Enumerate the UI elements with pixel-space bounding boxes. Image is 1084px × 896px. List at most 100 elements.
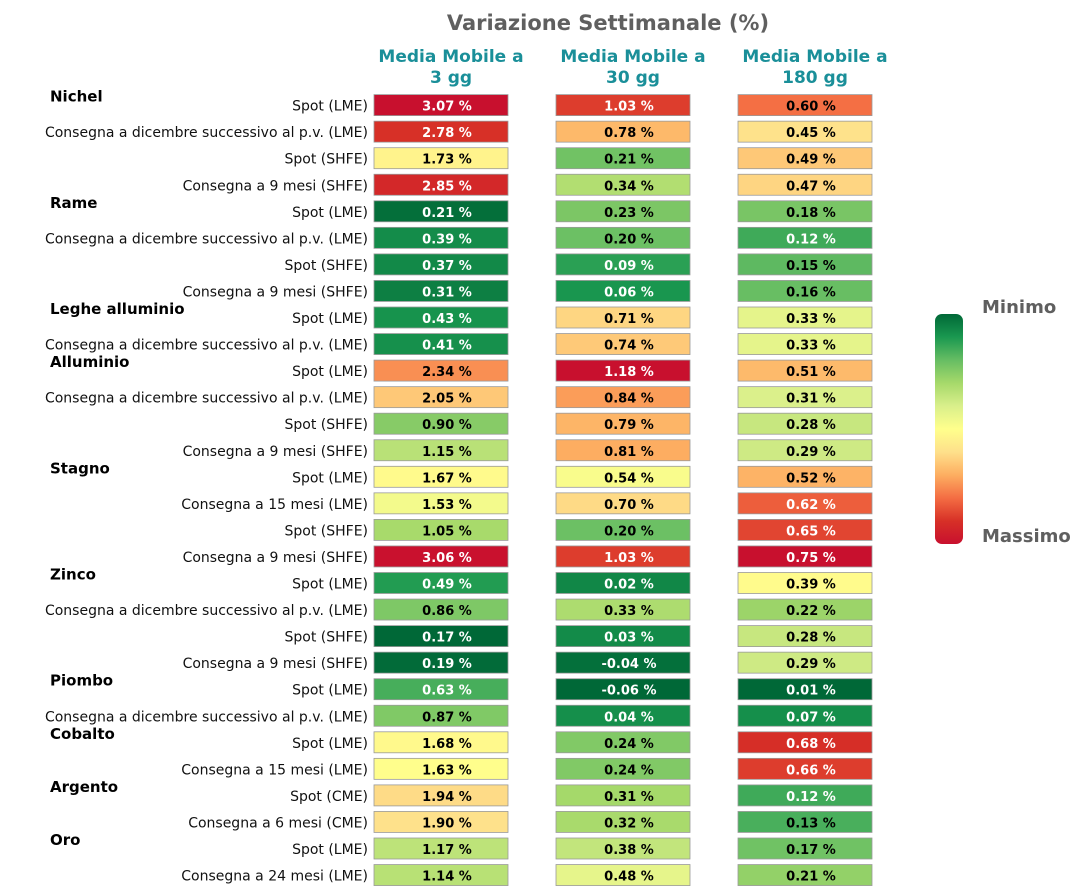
heatmap-cell — [373, 757, 509, 780]
heatmap-cell — [737, 94, 873, 116]
cell-value-label: 0.33 % — [604, 604, 654, 619]
row-label: Spot (LME) — [292, 577, 368, 593]
cell-value-label: 0.21 % — [604, 153, 654, 168]
cell-value-label: 0.49 % — [786, 153, 836, 168]
heatmap-cell — [555, 545, 691, 568]
heatmap-cell — [373, 306, 509, 329]
cell-value-label: 0.04 % — [604, 710, 654, 725]
cell-value-label: 3.07 % — [422, 100, 472, 115]
heatmap-cell — [373, 598, 509, 621]
cell-value-label: 1.18 % — [604, 365, 654, 380]
heatmap-cell — [737, 519, 873, 541]
cell-value-label: 0.28 % — [786, 418, 836, 433]
heatmap-cell — [373, 519, 509, 541]
heatmap-cell — [555, 94, 691, 116]
heatmap-cell — [737, 837, 873, 860]
cell-value-label: 1.05 % — [422, 524, 472, 539]
cell-value-label: 0.68 % — [786, 737, 836, 752]
heatmap-cell — [737, 598, 873, 621]
cell-value-label: 1.90 % — [422, 816, 472, 831]
row-label: Spot (LME) — [292, 311, 368, 327]
group-label: Nichel — [50, 88, 103, 106]
heatmap-cell — [373, 704, 509, 727]
heatmap-cell — [737, 465, 873, 488]
row-label: Consegna a 9 mesi (SHFE) — [183, 444, 368, 460]
heatmap-cell — [555, 412, 691, 435]
cell-value-label: 0.01 % — [786, 684, 836, 699]
cell-value-label: 0.90 % — [422, 418, 472, 433]
heatmap-cell — [555, 306, 691, 329]
heatmap-cell — [555, 147, 691, 170]
cell-value-label: 3.06 % — [422, 551, 472, 566]
cell-value-label: 0.18 % — [786, 206, 836, 221]
cell-value-label: 0.41 % — [422, 339, 472, 354]
row-label: Consegna a 15 mesi (LME) — [181, 762, 368, 778]
heatmap-cell — [555, 625, 691, 647]
heatmap-cell — [373, 837, 509, 860]
row-label: Spot (LME) — [292, 683, 368, 699]
heatmap-cell — [737, 864, 873, 886]
heatmap-cell — [555, 837, 691, 860]
cell-value-label: 0.31 % — [786, 392, 836, 407]
cell-value-label: 0.07 % — [786, 710, 836, 725]
cell-value-label: 2.34 % — [422, 365, 472, 380]
heatmap-cell — [555, 811, 691, 833]
cell-value-label: 0.48 % — [604, 870, 654, 885]
cell-value-label: 1.14 % — [422, 870, 472, 885]
heatmap-cell — [373, 412, 509, 435]
cell-value-label: 0.12 % — [786, 232, 836, 247]
heatmap-cell — [555, 519, 691, 541]
cell-value-label: 0.31 % — [604, 790, 654, 805]
cell-value-label: 0.34 % — [604, 179, 654, 194]
cell-value-label: 0.24 % — [604, 763, 654, 778]
heatmap-cell — [555, 200, 691, 223]
heatmap-cell — [373, 625, 509, 647]
heatmap-cell — [737, 412, 873, 435]
row-label: Spot (SHFE) — [284, 258, 368, 274]
colorbar-min-label: Minimo — [982, 297, 1056, 318]
heatmap-cell — [737, 625, 873, 647]
row-label: Consegna a 6 mesi (CME) — [188, 815, 368, 831]
cell-value-label: 0.29 % — [786, 657, 836, 672]
heatmap-cell — [555, 465, 691, 488]
row-label: Consegna a 15 mesi (LME) — [181, 497, 368, 513]
cell-value-label: 0.38 % — [604, 843, 654, 858]
cell-value-label: 0.54 % — [604, 471, 654, 486]
heatmap-cell — [555, 333, 691, 355]
heatmap-cell — [737, 492, 873, 515]
row-label: Spot (LME) — [292, 736, 368, 752]
column-header-line1: Media Mobile a — [560, 47, 705, 67]
cell-value-label: 0.03 % — [604, 631, 654, 646]
heatmap-cell — [737, 811, 873, 833]
heatmap-cell — [555, 572, 691, 594]
cell-value-label: 0.66 % — [786, 763, 836, 778]
heatmap-cell — [737, 120, 873, 143]
heatmap-cell — [555, 492, 691, 515]
heatmap-cell — [373, 465, 509, 488]
heatmap-cell — [373, 253, 509, 276]
heatmap-cell — [737, 386, 873, 409]
heatmap-cell — [555, 864, 691, 886]
cell-value-label: 0.19 % — [422, 657, 472, 672]
heatmap-cell — [737, 572, 873, 594]
group-label: Cobalto — [50, 725, 115, 743]
cell-value-label: 0.23 % — [604, 206, 654, 221]
column-header-line2: 3 gg — [430, 68, 472, 88]
heatmap-cell — [555, 439, 691, 462]
cell-value-label: 1.73 % — [422, 153, 472, 168]
cell-value-label: 0.24 % — [604, 737, 654, 752]
heatmap-cell — [555, 678, 691, 701]
heatmap-cell — [373, 280, 509, 302]
heatmap-cell — [373, 173, 509, 196]
colorbar — [935, 314, 963, 544]
cell-value-label: 0.21 % — [422, 206, 472, 221]
cell-value-label: 0.45 % — [786, 126, 836, 141]
heatmap-cell — [737, 359, 873, 382]
heatmap-cell — [737, 306, 873, 329]
heatmap-cell — [737, 333, 873, 355]
heatmap-cell — [373, 359, 509, 382]
colorbar-legend: Minimo Massimo — [935, 297, 1071, 547]
cell-value-label: 1.03 % — [604, 551, 654, 566]
cell-value-label: 0.06 % — [604, 285, 654, 300]
heatmap-cell — [737, 173, 873, 196]
